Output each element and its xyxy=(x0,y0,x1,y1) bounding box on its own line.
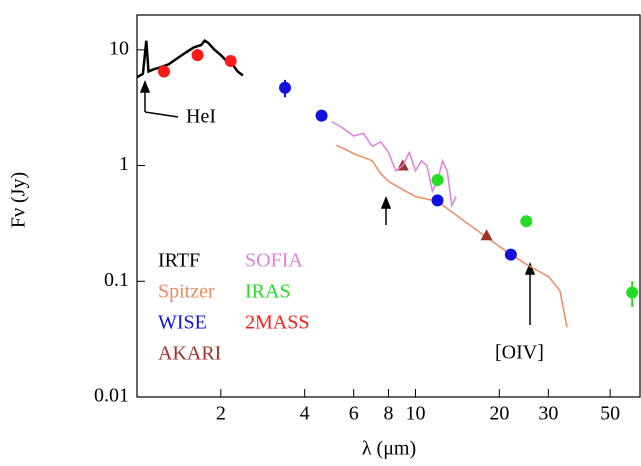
annotation: [OIV] xyxy=(495,342,544,364)
legend-entry: AKARI xyxy=(158,343,221,365)
marker xyxy=(279,81,292,94)
marker xyxy=(504,248,517,261)
x-tick-label: 6 xyxy=(349,403,359,425)
marker xyxy=(480,229,493,241)
x-tick-label: 8 xyxy=(384,403,394,425)
legend-entry: IRTF xyxy=(158,250,200,272)
marker xyxy=(626,286,639,299)
legend-entry: IRAS xyxy=(245,281,291,303)
y-axis-label: Fν (Jy) xyxy=(8,172,30,228)
legend-entry: 2MASS xyxy=(245,312,309,334)
legend-entry: SOFIA xyxy=(245,250,303,272)
spectrum-line xyxy=(336,144,568,328)
y-tick-label: 0.01 xyxy=(94,385,129,407)
marker xyxy=(431,174,444,187)
y-tick-label: 10 xyxy=(109,37,129,59)
annotation: HeI xyxy=(186,106,216,128)
arrows xyxy=(139,79,536,325)
marker xyxy=(520,215,533,228)
x-tick-label: 2 xyxy=(216,403,226,425)
marker xyxy=(315,109,328,122)
x-axis-label: λ (μm) xyxy=(362,438,416,460)
x-tick-label: 10 xyxy=(405,403,425,425)
x-tick-label: 20 xyxy=(489,403,509,425)
marker xyxy=(431,194,444,207)
y-tick-label: 0.1 xyxy=(104,269,129,291)
legend-entry: WISE xyxy=(158,312,207,334)
x-tick-label: 30 xyxy=(538,403,558,425)
x-tick-label: 4 xyxy=(300,403,310,425)
marker xyxy=(191,49,204,62)
x-tick-label: 50 xyxy=(600,403,620,425)
marker xyxy=(224,55,237,68)
y-tick-label: 1 xyxy=(119,153,129,175)
legend-entry: Spitzer xyxy=(158,281,215,303)
spectrum-line xyxy=(331,120,457,209)
marker xyxy=(157,65,170,78)
